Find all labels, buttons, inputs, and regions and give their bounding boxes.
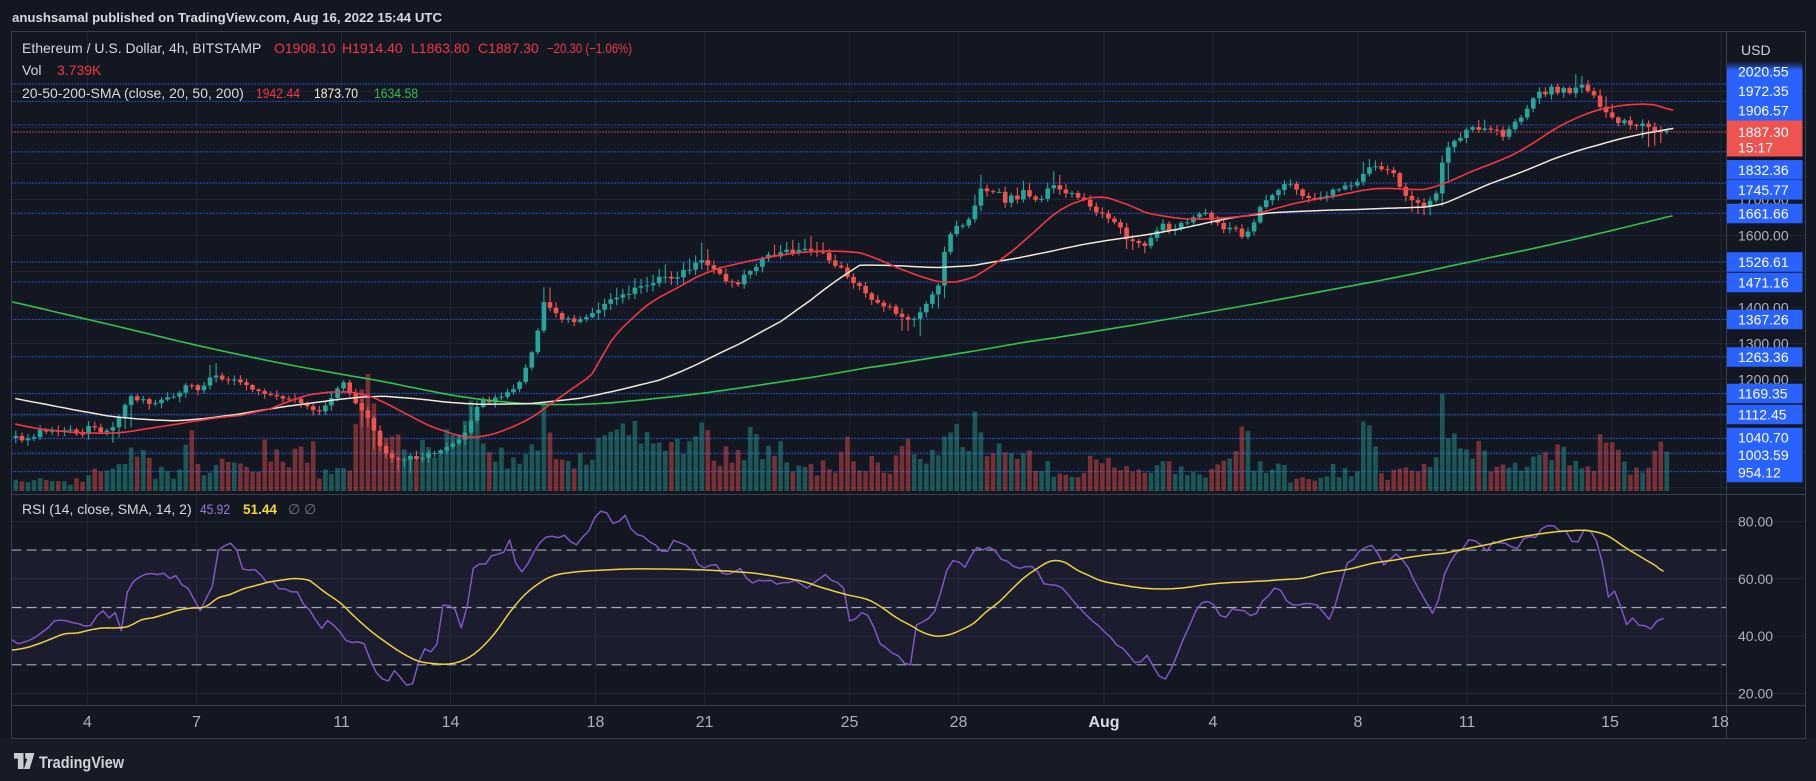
svg-text:14: 14 (442, 714, 460, 731)
svg-text:20.00: 20.00 (1738, 686, 1773, 702)
svg-text:TradingView: TradingView (39, 754, 124, 772)
svg-text:80.00: 80.00 (1738, 514, 1773, 530)
svg-text:anushsamal published on Tradin: anushsamal published on TradingView.com,… (12, 10, 443, 25)
svg-text:1112.45: 1112.45 (1738, 407, 1787, 423)
svg-text:1003.59: 1003.59 (1738, 447, 1789, 463)
svg-text:21: 21 (696, 714, 714, 731)
svg-text:1942.44: 1942.44 (256, 85, 300, 101)
svg-text:USD: USD (1741, 42, 1771, 58)
svg-text:1887.30: 1887.30 (1738, 124, 1789, 140)
svg-text:1600.00: 1600.00 (1738, 228, 1789, 244)
svg-text:RSI (14, close, SMA, 14, 2): RSI (14, close, SMA, 14, 2) (22, 501, 192, 517)
svg-text:15: 15 (1601, 714, 1619, 731)
svg-text:H1914.40: H1914.40 (342, 40, 403, 56)
svg-text:1661.66: 1661.66 (1738, 206, 1789, 222)
svg-text:Vol: Vol (22, 62, 41, 78)
svg-text:Ethereum / U.S. Dollar, 4h, BI: Ethereum / U.S. Dollar, 4h, BITSTAMP (22, 40, 261, 56)
svg-text:4: 4 (83, 714, 92, 731)
svg-text:3.739K: 3.739K (57, 62, 102, 78)
svg-text:11: 11 (1459, 714, 1476, 731)
svg-text:1040.70: 1040.70 (1738, 430, 1789, 446)
svg-text:L1863.80: L1863.80 (411, 40, 470, 56)
svg-text:11: 11 (333, 714, 350, 731)
svg-text:1526.61: 1526.61 (1738, 254, 1789, 270)
svg-text:2020.55: 2020.55 (1738, 64, 1789, 80)
svg-text:8: 8 (1354, 714, 1363, 731)
svg-text:20-50-200-SMA (close, 20, 50,: 20-50-200-SMA (close, 20, 50, 200) (22, 85, 244, 101)
svg-text:1200.00: 1200.00 (1738, 372, 1789, 388)
svg-text:51.44: 51.44 (243, 501, 277, 517)
svg-text:1745.77: 1745.77 (1738, 182, 1789, 198)
svg-text:15:17: 15:17 (1738, 140, 1773, 156)
svg-text:1634.58: 1634.58 (374, 85, 418, 101)
svg-text:18: 18 (587, 714, 605, 731)
svg-text:1906.57: 1906.57 (1738, 103, 1789, 119)
svg-text:60.00: 60.00 (1738, 571, 1773, 587)
svg-text:18: 18 (1711, 714, 1729, 731)
svg-text:45.92: 45.92 (200, 501, 230, 517)
svg-text:1471.16: 1471.16 (1738, 275, 1789, 291)
svg-text:4: 4 (1209, 714, 1218, 731)
svg-text:1169.35: 1169.35 (1738, 386, 1788, 402)
svg-text:Aug: Aug (1088, 714, 1119, 731)
svg-text:40.00: 40.00 (1738, 628, 1773, 644)
svg-text:28: 28 (950, 714, 968, 731)
svg-text:954.12: 954.12 (1738, 465, 1781, 481)
svg-text:∅ ∅: ∅ ∅ (288, 501, 316, 517)
svg-text:C1887.30: C1887.30 (478, 40, 539, 56)
svg-text:7: 7 (192, 714, 201, 731)
svg-text:1367.26: 1367.26 (1738, 312, 1789, 328)
svg-text:1972.35: 1972.35 (1738, 83, 1789, 99)
svg-text:1263.36: 1263.36 (1738, 349, 1789, 365)
svg-text:25: 25 (841, 714, 859, 731)
svg-text:−20.30 (−1.06%): −20.30 (−1.06%) (547, 40, 632, 56)
svg-text:1832.36: 1832.36 (1738, 162, 1789, 178)
svg-text:1873.70: 1873.70 (314, 85, 358, 101)
svg-text:O1908.10: O1908.10 (274, 40, 336, 56)
